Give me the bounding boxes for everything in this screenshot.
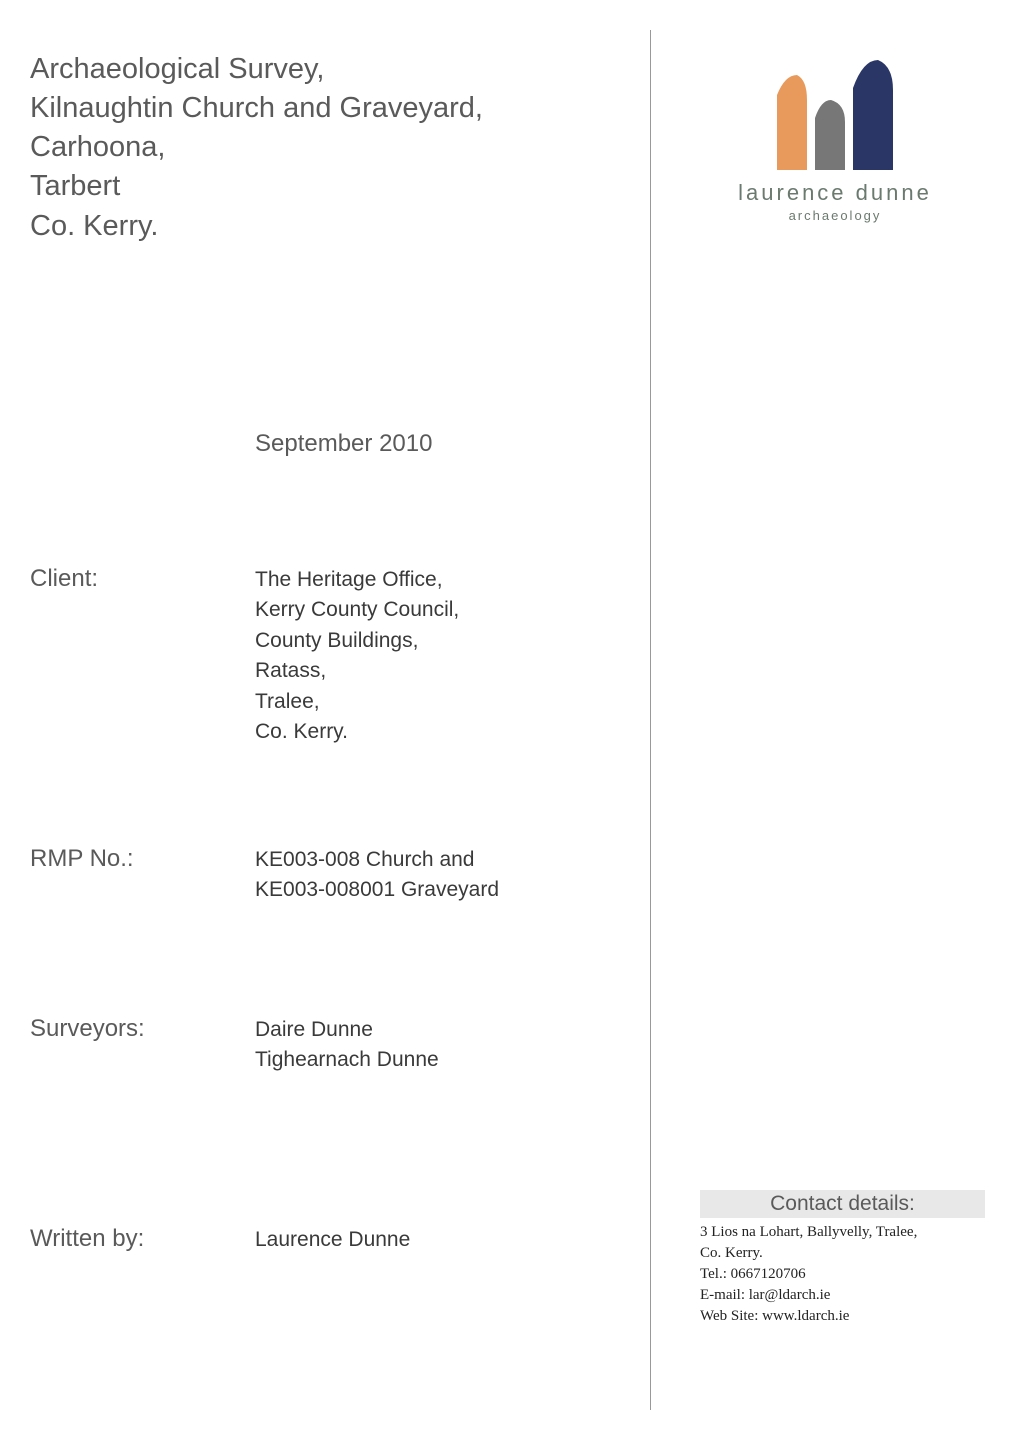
surveyor-line: Daire Dunne — [255, 1015, 439, 1045]
title-line: Co. Kerry. — [30, 207, 590, 246]
contact-line: E-mail: lar@ldarch.ie — [700, 1285, 985, 1306]
title-line: Archaeological Survey, — [30, 50, 590, 89]
contact-line: Tel.: 0667120706 — [700, 1264, 985, 1285]
logo-text: laurence dunne — [700, 180, 970, 206]
client-value: The Heritage Office, Kerry County Counci… — [255, 565, 459, 748]
client-line: Tralee, — [255, 687, 459, 717]
page: Archaeological Survey, Kilnaughtin Churc… — [0, 0, 1020, 1442]
rmp-line: KE003-008 Church and — [255, 845, 499, 875]
title-line: Carhoona, — [30, 128, 590, 167]
report-date: September 2010 — [255, 430, 432, 458]
client-line: The Heritage Office, — [255, 565, 459, 595]
client-line: Co. Kerry. — [255, 717, 459, 747]
written-by-line: Laurence Dunne — [255, 1225, 410, 1255]
logo-shapes — [700, 50, 970, 170]
contact-header: Contact details: — [770, 1192, 915, 1215]
rmp-line: KE003-008001 Graveyard — [255, 875, 499, 905]
client-line: County Buildings, — [255, 626, 459, 656]
contact-header-bar: Contact details: — [700, 1190, 985, 1218]
contact-line: 3 Lios na Lohart, Ballyvelly, Tralee, — [700, 1222, 985, 1243]
rmp-label: RMP No.: — [30, 845, 134, 873]
written-by-label: Written by: — [30, 1225, 144, 1253]
client-line: Ratass, — [255, 656, 459, 686]
company-logo: laurence dunne archaeology — [700, 50, 970, 223]
surveyors-label: Surveyors: — [30, 1015, 145, 1043]
title-line: Kilnaughtin Church and Graveyard, — [30, 89, 590, 128]
logo-shape-orange — [777, 75, 807, 170]
contact-line: Co. Kerry. — [700, 1243, 985, 1264]
written-by-value: Laurence Dunne — [255, 1225, 410, 1255]
logo-shape-grey — [815, 100, 845, 170]
contact-details: Contact details: 3 Lios na Lohart, Bally… — [700, 1190, 985, 1327]
logo-subtext: archaeology — [700, 208, 970, 223]
rmp-value: KE003-008 Church and KE003-008001 Gravey… — [255, 845, 499, 906]
logo-shape-navy — [853, 60, 893, 170]
vertical-divider — [650, 30, 651, 1410]
title-line: Tarbert — [30, 167, 590, 206]
contact-body: 3 Lios na Lohart, Ballyvelly, Tralee, Co… — [700, 1222, 985, 1327]
contact-line: Web Site: www.ldarch.ie — [700, 1306, 985, 1327]
surveyors-value: Daire Dunne Tighearnach Dunne — [255, 1015, 439, 1076]
title-block: Archaeological Survey, Kilnaughtin Churc… — [30, 50, 590, 246]
client-label: Client: — [30, 565, 98, 593]
client-line: Kerry County Council, — [255, 595, 459, 625]
surveyor-line: Tighearnach Dunne — [255, 1045, 439, 1075]
